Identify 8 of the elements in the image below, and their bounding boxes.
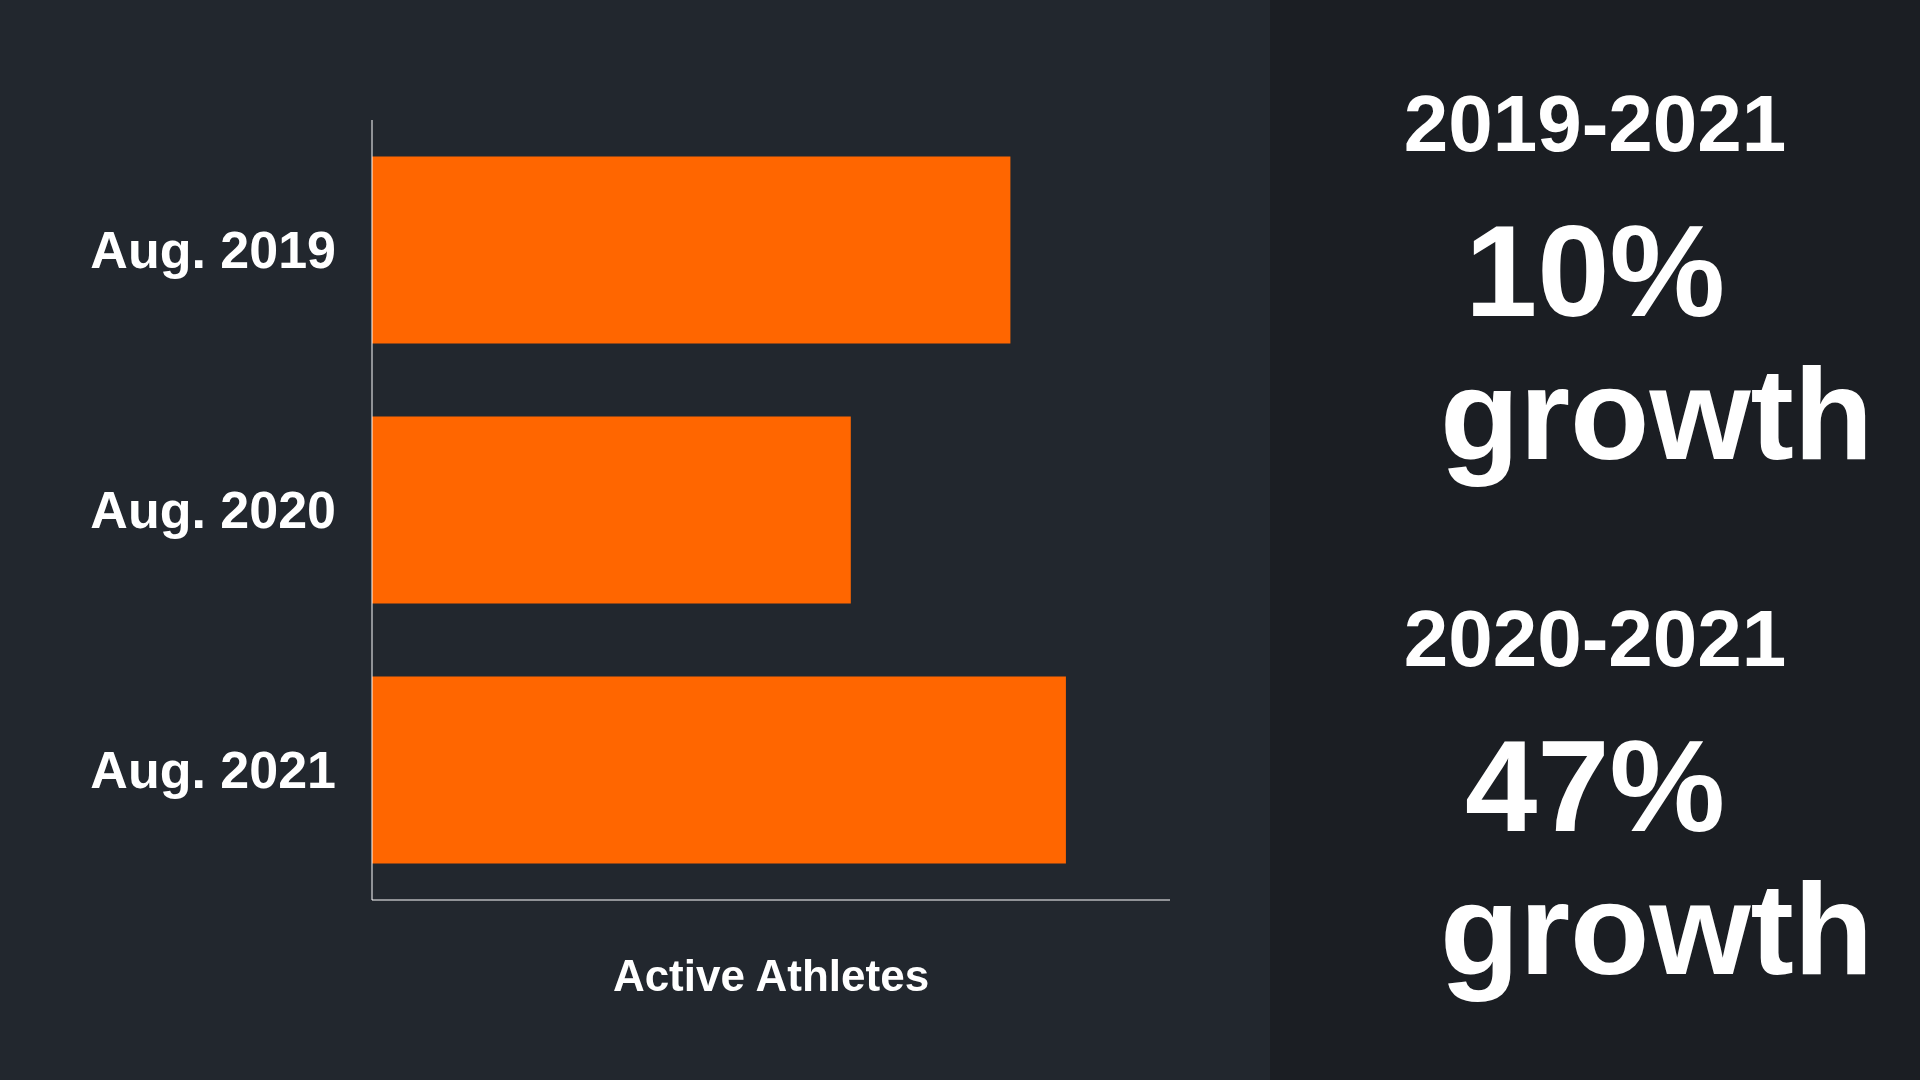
text: 47% growth: [1439, 713, 1875, 1002]
text: 2019-2021: [1402, 79, 1788, 168]
y-tick-label: Aug. 2021: [90, 741, 336, 800]
y-tick-label: Aug. 2020: [90, 481, 336, 540]
x-axis-title: Active Athletes: [612, 951, 930, 1001]
text: 10% growth: [1439, 198, 1875, 487]
y-tick-label: Aug. 2019: [90, 221, 336, 280]
text: 2020-2021: [1402, 594, 1788, 683]
